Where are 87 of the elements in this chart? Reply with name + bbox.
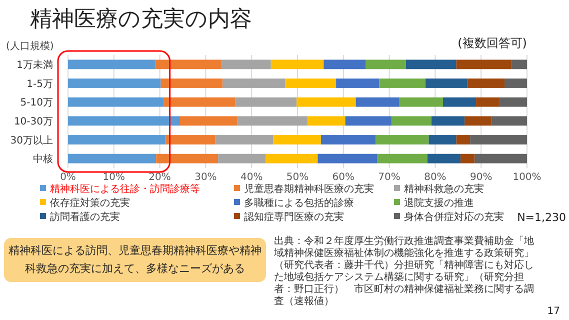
y-tick-label: 10-30万 <box>14 116 53 128</box>
bar <box>68 60 156 70</box>
bar <box>68 97 164 107</box>
text: 17 <box>547 306 560 317</box>
bar <box>156 60 222 70</box>
bar <box>324 60 366 70</box>
source-note: 出典：令和２年度厚生労働行政推進調査事業費補助金「地域精神保健医療福祉体制の機能強化を推進する政策研究」（研究代表者：藤井千代）分担研究「精神障害にも対応した地域包括ケアシステム構築に関する研究」（研究分担者：野口正行） 市区町村の精神保健福祉業務に関する調査（速報値） <box>274 236 535 308</box>
bar <box>356 97 400 107</box>
bar <box>160 78 223 88</box>
bar <box>336 78 380 88</box>
bar <box>379 78 426 88</box>
bar <box>68 78 161 88</box>
bar <box>180 116 238 126</box>
y-tick-label: 5-10万 <box>20 98 53 109</box>
bar <box>270 60 324 70</box>
bar <box>500 97 527 107</box>
bar <box>476 97 500 107</box>
bar <box>456 135 470 144</box>
bar <box>428 135 456 144</box>
legend-label: 依存症対策の充実 <box>50 197 130 209</box>
bar <box>222 60 271 70</box>
x-tick-label: 70% <box>378 172 400 183</box>
y-axis-title: (人口規模) <box>6 40 54 52</box>
legend-label: 児童思春期精神科医療の充実 <box>244 183 374 195</box>
x-tick-label: 10% <box>102 172 126 183</box>
bar <box>432 116 465 126</box>
bar <box>426 78 468 88</box>
x-tick-label: 100% <box>512 172 542 183</box>
legend-label: 訪問看護の充実 <box>50 211 120 223</box>
bar <box>492 116 527 126</box>
bar <box>215 135 274 144</box>
legend-label: 精神科救急の充実 <box>404 183 484 195</box>
bar <box>68 135 166 144</box>
bar <box>460 154 475 164</box>
bar <box>366 60 406 70</box>
bar <box>504 78 527 88</box>
y-tick-label: 中核 <box>33 153 53 166</box>
x-tick-label: 60% <box>332 172 355 183</box>
bar <box>345 116 392 126</box>
bar <box>218 154 266 164</box>
bar <box>285 78 336 88</box>
bar <box>320 135 376 144</box>
bar <box>235 97 297 107</box>
legend-label: 身体合併症対応の充実 <box>404 211 504 223</box>
bar <box>165 135 216 144</box>
bar <box>296 97 356 107</box>
bar <box>456 60 512 70</box>
bar <box>156 154 218 164</box>
y-tick-label: 1万未満 <box>16 58 53 71</box>
x-tick-label: 40% <box>240 172 263 183</box>
bar <box>273 135 321 144</box>
bar <box>392 116 432 126</box>
bar <box>377 154 428 164</box>
bar <box>237 116 308 126</box>
legend-label: 多職種による包括的診療 <box>244 197 354 209</box>
bar <box>399 97 444 107</box>
bar <box>406 60 456 70</box>
x-tick-label: 0% <box>60 172 76 183</box>
y-tick-label: 1-5万 <box>26 78 53 90</box>
bar <box>222 78 286 88</box>
chart-title: 精神医療の充実の内容 <box>30 7 252 32</box>
bar <box>266 154 318 164</box>
legend-label: 精神科医による往診・訪問診療等 <box>50 183 200 195</box>
bar <box>443 97 476 107</box>
y-tick-label: 30万以上 <box>10 134 53 146</box>
x-tick-label: 20% <box>148 172 171 183</box>
bar <box>68 116 180 126</box>
bar <box>470 135 527 144</box>
x-tick-label: 80% <box>424 172 446 183</box>
legend-label: 退院支援の推進 <box>404 197 474 209</box>
x-tick-label: 30% <box>194 172 217 183</box>
x-tick-label: 90% <box>470 172 492 183</box>
bar <box>427 154 460 164</box>
bar <box>308 116 346 126</box>
bar <box>467 78 505 88</box>
bar <box>464 116 492 126</box>
bar <box>318 154 378 164</box>
text: N=1,230 <box>517 211 566 224</box>
bar <box>163 97 236 107</box>
x-tick-label: 50% <box>286 172 309 183</box>
text: 精神科医による訪問、児童思春期精神科医療や精神科救急の充実に加えて、多様なニーズがある <box>4 238 266 282</box>
bar <box>376 135 429 144</box>
legend-label: 認知症専門医療の充実 <box>244 211 344 223</box>
bar <box>511 60 527 70</box>
chart-subtitle: (複数回答可) <box>458 36 527 50</box>
bar <box>474 154 527 164</box>
bar <box>68 154 156 164</box>
